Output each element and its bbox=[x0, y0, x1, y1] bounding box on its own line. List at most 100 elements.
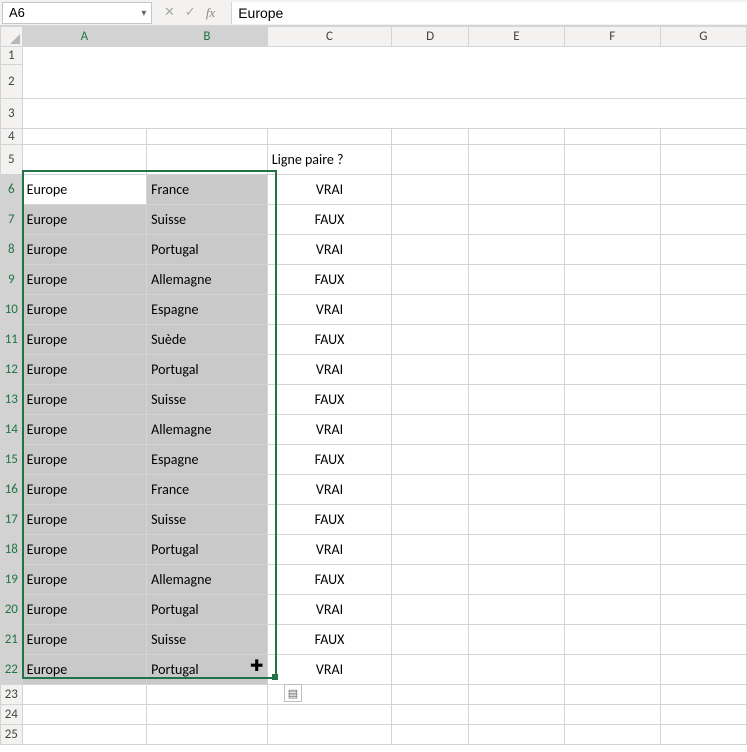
cell-A12-td[interactable]: Europe bbox=[22, 355, 146, 385]
cell-C14[interactable]: VRAI bbox=[268, 415, 391, 444]
cell-A5-td[interactable]: Continent bbox=[22, 145, 146, 175]
column-header-G[interactable]: G bbox=[660, 27, 746, 47]
cell-A17-td[interactable]: Europe bbox=[22, 505, 146, 535]
cell-G16-td[interactable] bbox=[660, 475, 746, 505]
cell-D22-td[interactable] bbox=[392, 655, 469, 685]
cell-B9-td[interactable]: Allemagne bbox=[147, 265, 268, 295]
cell-B15[interactable]: Espagne bbox=[147, 445, 202, 474]
cell-B22[interactable]: Portugal bbox=[147, 655, 203, 684]
cell-D18-td[interactable] bbox=[392, 535, 469, 565]
cell-B4-td[interactable] bbox=[147, 129, 268, 145]
cell-E14-td[interactable] bbox=[469, 415, 565, 445]
cell-F22-td[interactable] bbox=[564, 655, 660, 685]
cell-E6-td[interactable] bbox=[469, 175, 565, 205]
cell-G25-td[interactable] bbox=[660, 725, 746, 745]
cell-G13-td[interactable] bbox=[660, 385, 746, 415]
cell-F24-td[interactable] bbox=[564, 705, 660, 725]
cell-B25-td[interactable] bbox=[147, 725, 268, 745]
cell-A10-td[interactable]: Europe bbox=[22, 295, 146, 325]
row-header-21[interactable]: 21 bbox=[1, 625, 23, 655]
cell-B21[interactable]: Suisse bbox=[147, 625, 190, 654]
cell-A24-td[interactable] bbox=[22, 705, 146, 725]
cell-F10-td[interactable] bbox=[564, 295, 660, 325]
row-header-16[interactable]: 16 bbox=[1, 475, 23, 505]
cell-C24-td[interactable] bbox=[267, 705, 391, 725]
cell-F9-td[interactable] bbox=[564, 265, 660, 295]
cell-B19[interactable]: Allemagne bbox=[147, 565, 215, 594]
cell-C13-td[interactable]: FAUX bbox=[267, 385, 391, 415]
cell-G4-td[interactable] bbox=[660, 129, 746, 145]
cell-C10-td[interactable]: VRAI bbox=[267, 295, 391, 325]
cell-C10[interactable]: VRAI bbox=[268, 295, 391, 324]
cell-B8-td[interactable]: Portugal bbox=[147, 235, 268, 265]
cell-B19-td[interactable]: Allemagne bbox=[147, 565, 268, 595]
row-header-5[interactable]: 5 bbox=[1, 145, 23, 175]
cell-A18-td[interactable]: Europe bbox=[22, 535, 146, 565]
row-header-12[interactable]: 12 bbox=[1, 355, 23, 385]
cell-C17-td[interactable]: FAUX bbox=[267, 505, 391, 535]
cell-D5-td[interactable] bbox=[392, 145, 469, 175]
cell-C14-td[interactable]: VRAI bbox=[267, 415, 391, 445]
cell-E10-td[interactable] bbox=[469, 295, 565, 325]
cell-B6[interactable]: France bbox=[147, 175, 193, 204]
cell-B23-td[interactable] bbox=[147, 685, 268, 705]
cell-C25-td[interactable] bbox=[267, 725, 391, 745]
cell-B17[interactable]: Suisse bbox=[147, 505, 190, 534]
cell-A21-td[interactable]: Europe bbox=[22, 625, 146, 655]
cell-C18-td[interactable]: VRAI bbox=[267, 535, 391, 565]
row-header-6[interactable]: 6 bbox=[1, 175, 23, 205]
cell-F21-td[interactable] bbox=[564, 625, 660, 655]
cell-D10-td[interactable] bbox=[392, 295, 469, 325]
row-header-18[interactable]: 18 bbox=[1, 535, 23, 565]
cell-B5-td[interactable]: Liste des pays bbox=[147, 145, 268, 175]
row-header-14[interactable]: 14 bbox=[1, 415, 23, 445]
cell-A8-td[interactable]: Europe bbox=[22, 235, 146, 265]
cell-A22-td[interactable]: Europe bbox=[22, 655, 146, 685]
cell-E12-td[interactable] bbox=[469, 355, 565, 385]
column-header-A[interactable]: A bbox=[22, 27, 146, 47]
cell-D7-td[interactable] bbox=[392, 205, 469, 235]
cell-G20-td[interactable] bbox=[660, 595, 746, 625]
cell-D14-td[interactable] bbox=[392, 415, 469, 445]
row-header-1[interactable]: 1 bbox=[1, 47, 23, 65]
cell-G22-td[interactable] bbox=[660, 655, 746, 685]
name-box[interactable]: ▾ bbox=[2, 2, 152, 24]
cell-A20[interactable]: Europe bbox=[23, 595, 72, 624]
formula-input[interactable] bbox=[231, 2, 747, 24]
cell-A22[interactable]: Europe bbox=[23, 655, 72, 684]
cell-G10-td[interactable] bbox=[660, 295, 746, 325]
cell-F8-td[interactable] bbox=[564, 235, 660, 265]
cell-A19-td[interactable]: Europe bbox=[22, 565, 146, 595]
cell-D25-td[interactable] bbox=[392, 725, 469, 745]
name-box-dropdown-icon[interactable]: ▾ bbox=[137, 6, 151, 19]
cell-B17-td[interactable]: Suisse bbox=[147, 505, 268, 535]
cell-G15-td[interactable] bbox=[660, 445, 746, 475]
cell-A14-td[interactable]: Europe bbox=[22, 415, 146, 445]
cell-C6[interactable]: VRAI bbox=[268, 175, 391, 204]
row-header-4[interactable]: 4 bbox=[1, 129, 23, 145]
cell-C9[interactable]: FAUX bbox=[268, 265, 391, 294]
cell-C7-td[interactable]: FAUX bbox=[267, 205, 391, 235]
cell-B7[interactable]: Suisse bbox=[147, 205, 190, 234]
cell-A14[interactable]: Europe bbox=[23, 415, 72, 444]
cell-B10-td[interactable]: Espagne bbox=[147, 295, 268, 325]
cell-E13-td[interactable] bbox=[469, 385, 565, 415]
cell-A13-td[interactable]: Europe bbox=[22, 385, 146, 415]
cell-B14-td[interactable]: Allemagne bbox=[147, 415, 268, 445]
cell-F5-td[interactable] bbox=[564, 145, 660, 175]
cell-C12[interactable]: VRAI bbox=[268, 355, 391, 384]
cell-B5[interactable]: Liste des pays bbox=[147, 145, 233, 174]
cell-E19-td[interactable] bbox=[469, 565, 565, 595]
cell-C8-td[interactable]: VRAI bbox=[267, 235, 391, 265]
cancel-icon[interactable]: ✕ bbox=[164, 5, 175, 20]
cell-A19[interactable]: Europe bbox=[23, 565, 72, 594]
cell-A16-td[interactable]: Europe bbox=[22, 475, 146, 505]
cell-E20-td[interactable] bbox=[469, 595, 565, 625]
cell-F20-td[interactable] bbox=[564, 595, 660, 625]
cell-E23-td[interactable] bbox=[469, 685, 565, 705]
cell-C21[interactable]: FAUX bbox=[268, 625, 391, 654]
cell-F18-td[interactable] bbox=[564, 535, 660, 565]
column-header-F[interactable]: F bbox=[564, 27, 660, 47]
cell-F13-td[interactable] bbox=[564, 385, 660, 415]
cell-E15-td[interactable] bbox=[469, 445, 565, 475]
